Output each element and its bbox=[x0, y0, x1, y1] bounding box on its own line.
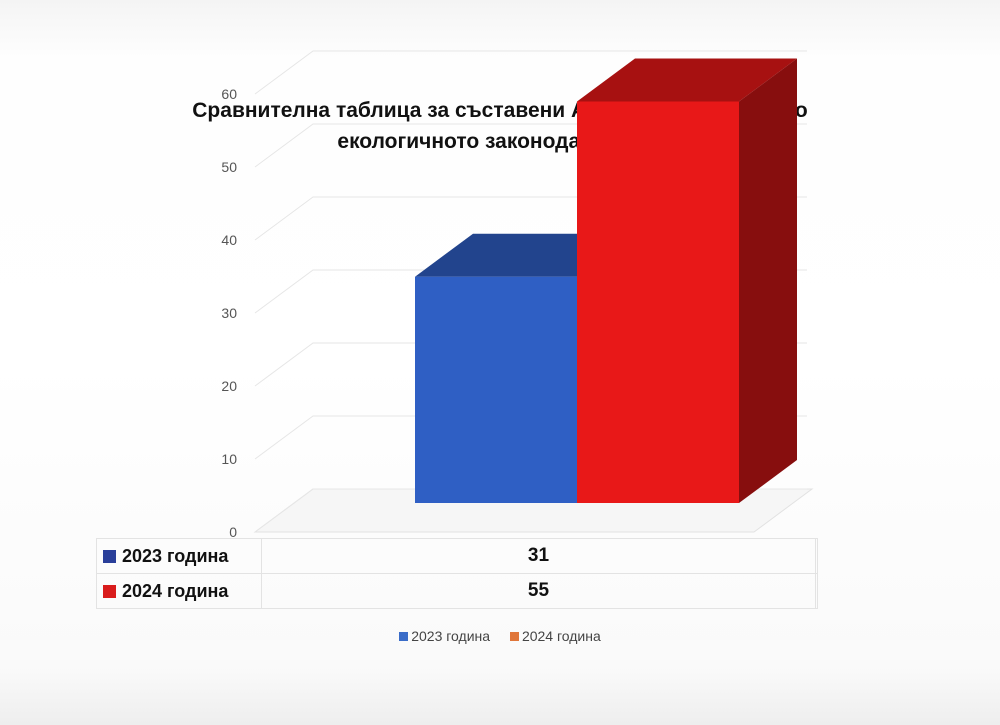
bar-2 bbox=[577, 58, 797, 503]
gridline bbox=[254, 50, 807, 95]
data-table-value: 31 bbox=[261, 538, 816, 574]
series-swatch bbox=[103, 584, 116, 598]
y-tick-label: 0 bbox=[229, 524, 237, 540]
y-tick-label: 10 bbox=[221, 451, 237, 467]
legend-label: 2024 година bbox=[521, 628, 601, 644]
data-table-series-name: 2024 година bbox=[122, 580, 229, 601]
bar-front-face bbox=[415, 276, 577, 503]
legend-swatch bbox=[509, 632, 519, 641]
series-swatch bbox=[103, 549, 116, 563]
bar-front-face bbox=[577, 101, 739, 503]
legend-swatch bbox=[399, 632, 409, 641]
data-table-series-cell: 2024 година bbox=[96, 573, 262, 609]
data-table: 2023 година 31 2024 година 55 bbox=[96, 538, 818, 609]
chart-bars bbox=[415, 58, 797, 503]
legend-item: 2024 година bbox=[509, 628, 601, 644]
y-tick-label: 40 bbox=[221, 232, 237, 248]
data-table-row: 2023 година 31 bbox=[96, 538, 818, 574]
y-tick-label: 20 bbox=[221, 378, 237, 394]
bar-top-face bbox=[577, 58, 797, 102]
data-table-row: 2024 година 55 bbox=[96, 573, 818, 609]
y-axis-ticks: 0 10 20 30 40 50 60 bbox=[221, 86, 237, 540]
data-table-series-cell: 2023 година bbox=[96, 538, 262, 574]
data-table-series-name: 2023 година bbox=[122, 545, 229, 566]
y-tick-label: 30 bbox=[221, 305, 237, 321]
legend-item: 2023 година bbox=[399, 628, 490, 644]
chart-legend: 2023 година 2024 година bbox=[0, 628, 1000, 644]
data-table-value: 55 bbox=[261, 573, 816, 609]
y-tick-label: 60 bbox=[221, 86, 237, 102]
bar-side-face bbox=[739, 58, 797, 503]
legend-label: 2023 година bbox=[411, 628, 491, 644]
y-tick-label: 50 bbox=[221, 159, 237, 175]
